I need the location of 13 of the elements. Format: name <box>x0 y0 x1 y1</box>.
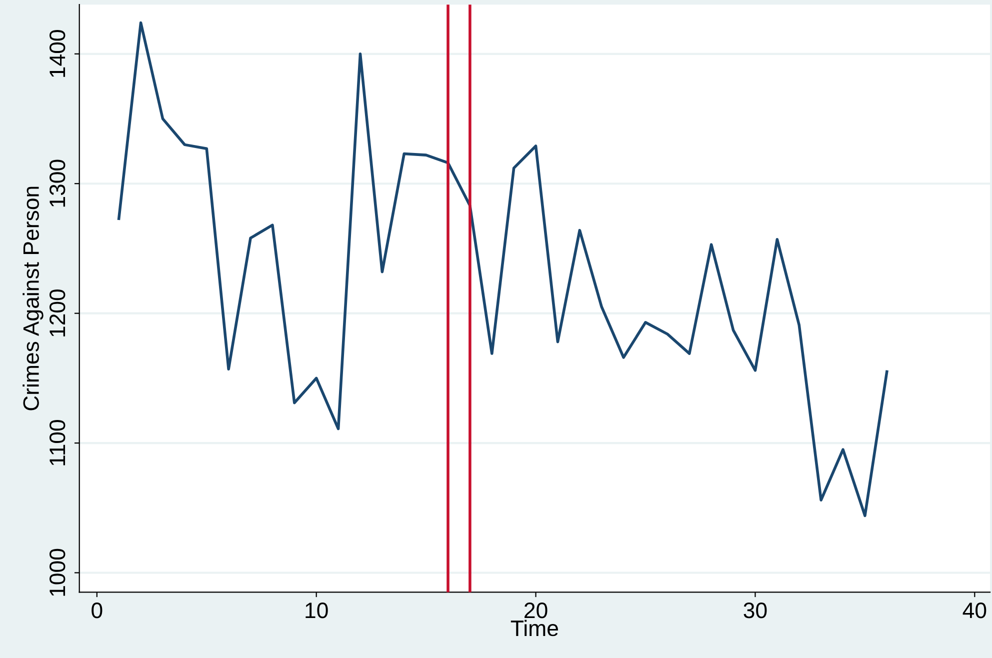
x-axis-title: Time <box>510 620 558 636</box>
y-tick-label: 1200 <box>50 289 66 336</box>
x-tick-label: 10 <box>306 602 328 618</box>
y-tick-label: 1100 <box>50 420 66 466</box>
y-tick-label: 1300 <box>50 160 66 207</box>
x-tick-label: 40 <box>962 602 986 618</box>
x-tick-label: 0 <box>92 602 102 618</box>
line-series <box>117 21 888 518</box>
x-tick-label: 30 <box>744 602 767 618</box>
y-tick-label: 1400 <box>50 30 66 77</box>
x-tick-label: 20 <box>524 602 548 618</box>
y-tick-label: 1000 <box>50 548 66 596</box>
y-axis-title: Crimes Against Person <box>22 186 44 410</box>
